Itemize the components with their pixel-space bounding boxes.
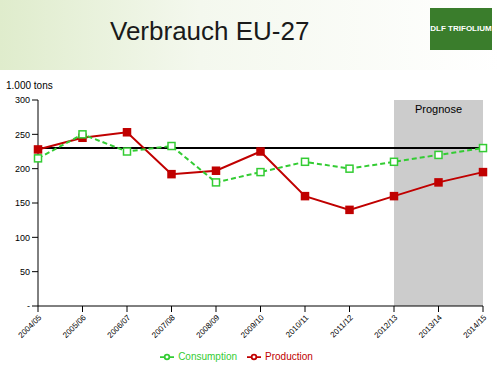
svg-text:2008/09: 2008/09 bbox=[195, 313, 222, 340]
html-text:1.000 tons: 1.000 tons bbox=[6, 80, 53, 91]
html-text:Production: Production bbox=[265, 350, 313, 362]
svg-text:2006/07: 2006/07 bbox=[106, 313, 133, 340]
svg-text:2013/14: 2013/14 bbox=[417, 313, 444, 340]
svg-text:2014/15: 2014/15 bbox=[462, 313, 489, 340]
svg-text:2005/06: 2005/06 bbox=[61, 313, 88, 340]
html-text:Verbrauch EU-27: Verbrauch EU-27 bbox=[110, 16, 310, 46]
svg-text:Prognose: Prognose bbox=[415, 103, 462, 115]
html-text:DLF TRIFOLIUM: DLF TRIFOLIUM bbox=[430, 24, 492, 33]
svg-text:-: - bbox=[27, 301, 30, 311]
svg-text:2009/10: 2009/10 bbox=[239, 313, 266, 340]
svg-text:2010/11: 2010/11 bbox=[284, 313, 311, 340]
svg-text:2004/05: 2004/05 bbox=[17, 313, 44, 340]
svg-text:200: 200 bbox=[15, 164, 30, 174]
svg-text:2011/12: 2011/12 bbox=[329, 313, 356, 340]
svg-text:250: 250 bbox=[15, 130, 30, 140]
svg-text:150: 150 bbox=[15, 198, 30, 208]
svg-text:50: 50 bbox=[20, 267, 30, 277]
svg-text:100: 100 bbox=[15, 233, 30, 243]
svg-text:2007/08: 2007/08 bbox=[150, 313, 177, 340]
html-text:Consumption: Consumption bbox=[178, 350, 237, 362]
svg-text:300: 300 bbox=[15, 95, 30, 105]
svg-text:2012/13: 2012/13 bbox=[373, 313, 400, 340]
